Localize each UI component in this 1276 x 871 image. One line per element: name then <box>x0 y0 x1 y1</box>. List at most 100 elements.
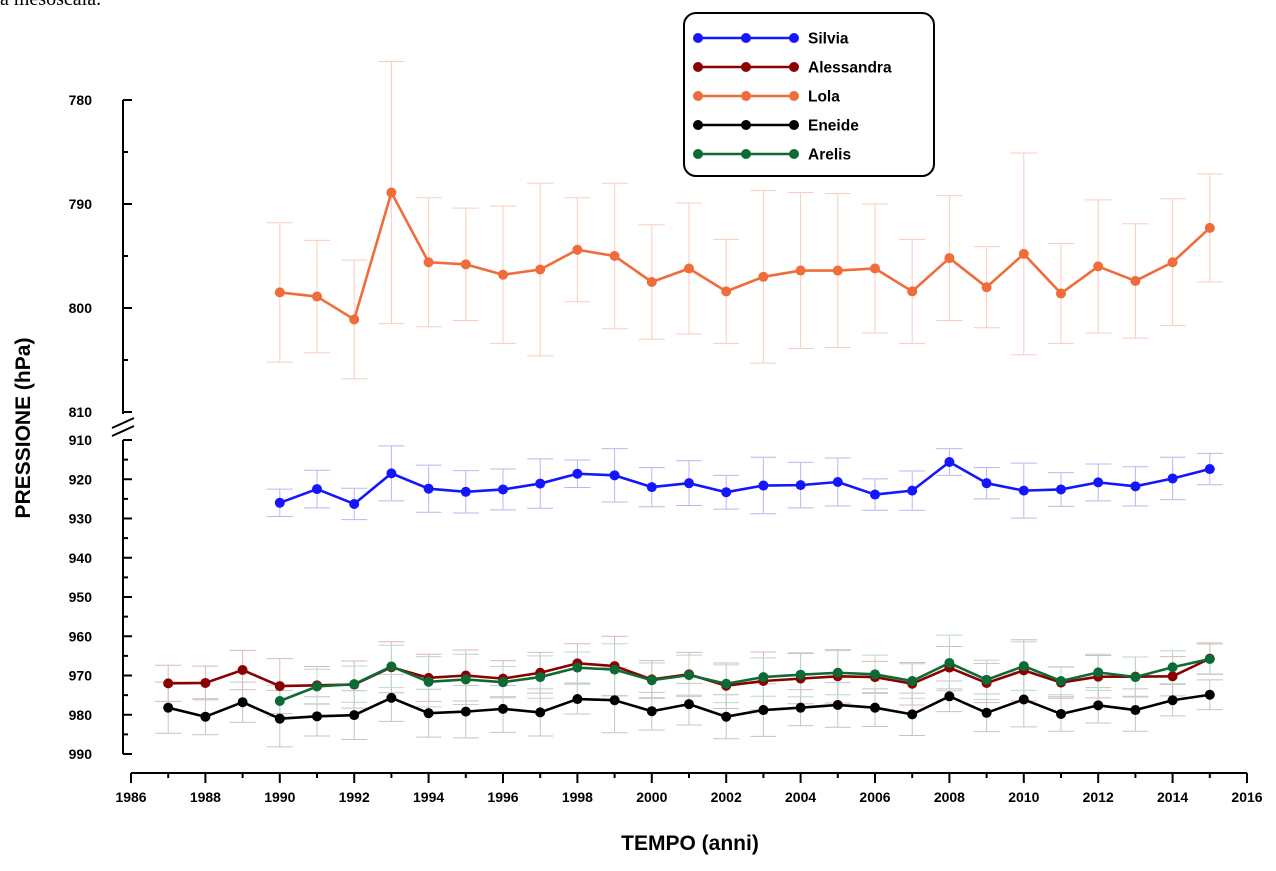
eneide-data-point <box>870 702 880 713</box>
legend-alessandra-marker <box>693 62 703 72</box>
legend-lola-marker <box>789 91 799 101</box>
eneide-data-point <box>386 692 397 703</box>
eneide-data-point <box>1204 689 1215 700</box>
legend-box <box>683 12 935 177</box>
lola-data-point <box>870 263 880 274</box>
silvia-data-point <box>274 497 285 508</box>
silvia-data-point <box>1093 477 1104 488</box>
silvia-data-point <box>1130 481 1141 492</box>
series-points-layer <box>163 187 1215 724</box>
legend-alessandra-marker <box>741 62 751 72</box>
y-tick-label: 960 <box>69 628 93 644</box>
silvia-data-point <box>646 482 657 493</box>
arelis-data-point <box>684 670 694 681</box>
silvia-data-point <box>721 487 732 498</box>
legend-silvia-marker <box>789 33 799 43</box>
silvia-data-point <box>981 478 992 489</box>
eneide-data-point <box>200 711 211 722</box>
arelis-data-point <box>870 669 880 680</box>
eneide-data-point <box>423 708 434 719</box>
arelis-data-point <box>572 662 583 673</box>
silvia-data-point <box>870 489 880 500</box>
y-tick-label: 910 <box>69 432 93 448</box>
lola-data-point <box>832 265 843 276</box>
arelis-data-point <box>758 672 769 683</box>
x-tick-label: 2002 <box>711 789 742 805</box>
x-ticks: 1986 1988 1990 1992 1994 1996 1998 2000 2002 2004… <box>115 773 1263 805</box>
lola-data-point <box>349 314 360 325</box>
silvia-data-point <box>944 456 955 467</box>
legend-silvia-marker <box>693 33 703 43</box>
y-tick-label: 800 <box>69 300 93 316</box>
alessandra-data-point <box>1167 671 1178 682</box>
y-tick-label: 920 <box>69 471 93 487</box>
silvia-data-point <box>907 485 918 496</box>
axis-break-mark-upper <box>111 417 135 429</box>
arelis-data-point <box>1204 654 1215 665</box>
legend-arelis-marker <box>741 149 751 159</box>
x-axis-title: TEMPO (anni) <box>621 832 759 855</box>
lola-data-point <box>609 251 620 261</box>
arelis-data-point <box>944 657 955 668</box>
lola-series-line <box>279 191 1211 321</box>
y-tick-label: 970 <box>69 668 93 684</box>
arelis-series-line <box>279 657 1211 703</box>
caption-fragment: a mesoscala. <box>0 0 101 11</box>
x-tick-label: 2014 <box>1157 789 1188 805</box>
legend-eneide-marker <box>741 120 751 130</box>
arelis-data-point <box>535 672 546 683</box>
arelis-data-point <box>609 664 620 675</box>
x-tick-label: 1996 <box>487 789 518 805</box>
lola-data-point <box>572 244 583 255</box>
eneide-data-point <box>684 699 694 710</box>
silvia-data-point <box>460 486 471 497</box>
y-tick-label: 810 <box>69 404 93 420</box>
eneide-data-point <box>1018 694 1029 705</box>
x-tick-label: 1988 <box>190 789 221 805</box>
x-tick-label: 1994 <box>413 789 444 805</box>
y-ticks: 780 790 800 810 910 920 930 940 950 960 970 980 990 <box>69 92 132 762</box>
lola-data-point <box>981 282 992 293</box>
lola-data-point <box>646 277 657 287</box>
arelis-data-point <box>1130 672 1141 683</box>
silvia-data-point <box>684 478 694 489</box>
legend-alessandra-marker <box>789 62 799 72</box>
y-tick-label: 930 <box>69 511 93 527</box>
legend-eneide-label: Eneide <box>808 118 859 135</box>
eneide-data-point <box>535 707 546 718</box>
silvia-data-point <box>758 480 769 491</box>
lola-data-point <box>274 287 285 298</box>
y-axis: 780 790 800 810 910 920 930 940 950 960 970 980 990 <box>69 92 135 762</box>
arelis-data-point <box>498 677 508 688</box>
legend-lola-marker <box>741 91 751 101</box>
lola-data-point <box>423 257 434 268</box>
x-tick-label: 2016 <box>1231 789 1262 805</box>
eneide-data-point <box>1056 708 1066 719</box>
eneide-data-point <box>758 705 769 716</box>
y-tick-label: 790 <box>69 196 93 212</box>
lola-data-point <box>1130 275 1141 286</box>
lola-data-point <box>498 269 508 280</box>
alessandra-data-point <box>237 665 248 676</box>
lola-data-point <box>944 253 955 264</box>
alessandra-data-point <box>274 681 285 692</box>
eneide-data-point <box>721 711 732 722</box>
lola-data-point <box>684 263 694 274</box>
y-tick-label: 980 <box>69 707 93 723</box>
legend-arelis-label: Arelis <box>808 147 851 164</box>
arelis-data-point <box>721 678 732 689</box>
arelis-data-point <box>1018 661 1029 672</box>
silvia-data-point <box>609 470 620 481</box>
eneide-data-point <box>609 695 620 706</box>
x-tick-label: 2010 <box>1008 789 1039 805</box>
eneide-data-point <box>349 710 360 721</box>
lola-data-point <box>1093 261 1104 272</box>
x-axis: 1986 1988 1990 1992 1994 1996 1998 2000 2002 2004… <box>115 772 1263 805</box>
eneide-data-point <box>1167 695 1178 706</box>
legend: Silvia Alessandra Lola Eneide Arelis <box>683 12 935 177</box>
eneide-data-point <box>1093 700 1104 711</box>
lola-data-point <box>1018 248 1029 259</box>
silvia-data-point <box>423 483 434 494</box>
legend-arelis-marker <box>789 149 799 159</box>
